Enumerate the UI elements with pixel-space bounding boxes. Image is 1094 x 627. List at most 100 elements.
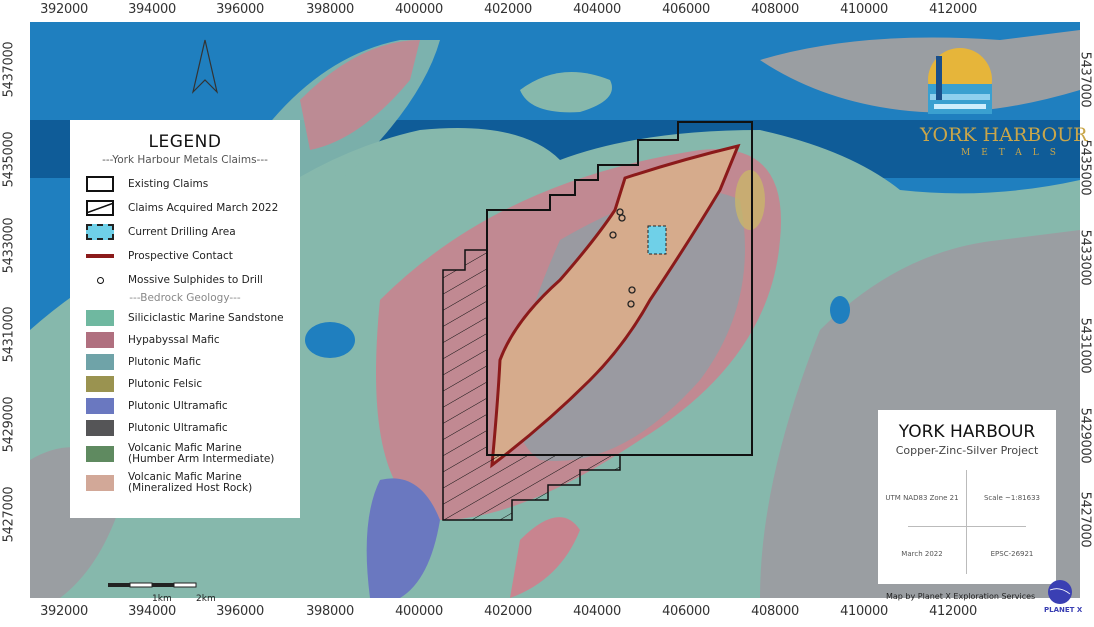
logo-name: YORK HARBOUR bbox=[920, 124, 1088, 146]
map-credit: Map by Planet X Exploration Services bbox=[886, 592, 1036, 601]
tick-e: 410000 bbox=[840, 2, 888, 17]
tick-n: 5429000 bbox=[1, 396, 17, 453]
geology-swatch bbox=[86, 474, 114, 491]
tick-n: 5437000 bbox=[1, 41, 17, 98]
drill-target bbox=[627, 300, 635, 308]
legend-label: Prospective Contact bbox=[128, 250, 233, 262]
tick-n: 5435000 bbox=[1, 131, 17, 188]
geology-swatch bbox=[86, 420, 114, 436]
legend-label: Claims Acquired March 2022 bbox=[128, 202, 279, 214]
geology-swatch bbox=[86, 310, 114, 326]
legend-label: Plutonic Felsic bbox=[128, 378, 203, 390]
legend-title: LEGEND bbox=[148, 132, 222, 152]
scale-bar bbox=[108, 582, 197, 588]
tick-e: 410000 bbox=[840, 604, 888, 619]
legend-item: Current Drilling Area bbox=[70, 220, 300, 244]
projection-text: UTM NAD83 Zone 21 bbox=[885, 494, 959, 502]
legend-item: Existing Claims bbox=[70, 172, 300, 196]
legend-item: Claims Acquired March 2022 bbox=[70, 196, 300, 220]
tick-e: 396000 bbox=[216, 604, 264, 619]
drilling-area-swatch bbox=[86, 224, 114, 240]
legend-label: Siliciclastic Marine Sandstone bbox=[128, 312, 284, 324]
legend-label-line1: Volcanic Mafic Marine bbox=[128, 470, 242, 483]
existing-claims-swatch bbox=[86, 176, 114, 192]
legend-item: Mossive Sulphides to Drill bbox=[70, 268, 300, 292]
geology-swatch bbox=[86, 354, 114, 370]
drill-target bbox=[628, 286, 636, 294]
geology-swatch bbox=[86, 332, 114, 348]
legend-item: Volcanic Mafic Marine (Mineralized Host R… bbox=[70, 468, 300, 497]
island bbox=[520, 72, 612, 113]
prospective-contact bbox=[490, 143, 741, 469]
tick-n: 5431000 bbox=[1, 306, 17, 363]
date-text: March 2022 bbox=[901, 550, 943, 558]
tick-e: 402000 bbox=[484, 2, 532, 17]
tick-e: 392000 bbox=[40, 2, 88, 17]
hypabyssal-south bbox=[510, 517, 580, 598]
legend-label: Existing Claims bbox=[128, 178, 209, 190]
project-title: YORK HARBOUR bbox=[898, 422, 1036, 442]
legend-label: Current Drilling Area bbox=[128, 226, 236, 238]
north-arrow-icon bbox=[191, 39, 219, 94]
logo-sub: METALS bbox=[961, 148, 1067, 158]
massive-sulphides-targets bbox=[609, 208, 636, 308]
plutonic-ultramafic bbox=[366, 478, 440, 598]
legend-label: Plutonic Ultramafic bbox=[128, 400, 228, 412]
grey-north bbox=[760, 30, 1080, 113]
legend-item: Plutonic Ultramafic bbox=[70, 417, 300, 439]
project-id-text: EPSC-26921 bbox=[990, 550, 1034, 558]
planet-globe-icon bbox=[1048, 580, 1072, 604]
legend-item: Plutonic Ultramafic bbox=[70, 395, 300, 417]
drill-target bbox=[609, 231, 617, 239]
legend-label-line2: (Mineralized Host Rock) bbox=[128, 481, 253, 494]
tick-e: 400000 bbox=[395, 604, 443, 619]
legend-label: Hypabyssal Mafic bbox=[128, 334, 220, 346]
lake bbox=[305, 322, 355, 358]
title-block: YORK HARBOUR Copper-Zinc-Silver Project … bbox=[878, 410, 1056, 584]
tick-e: 394000 bbox=[128, 604, 176, 619]
geology-swatch bbox=[86, 376, 114, 392]
tick-e: 406000 bbox=[662, 604, 710, 619]
plutonic-felsic bbox=[735, 170, 765, 230]
tick-n: 5433000 bbox=[1, 217, 17, 274]
legend-label: Volcanic Mafic Marine (Humber Arm Interme… bbox=[128, 442, 275, 465]
legend-item: Plutonic Mafic bbox=[70, 351, 300, 373]
project-subtitle: Copper-Zinc-Silver Project bbox=[895, 444, 1039, 457]
legend-label: Plutonic Mafic bbox=[128, 356, 202, 368]
hypabyssal-north bbox=[300, 40, 420, 150]
lake bbox=[830, 296, 850, 324]
current-drilling-area bbox=[647, 225, 667, 255]
tick-e: 402000 bbox=[484, 604, 532, 619]
lighthouse-logo-icon bbox=[928, 48, 992, 114]
scale-text: Scale ~1:81633 bbox=[983, 494, 1040, 502]
tick-e: 412000 bbox=[929, 604, 977, 619]
geology-swatch bbox=[86, 445, 114, 462]
legend-label: Mossive Sulphides to Drill bbox=[128, 274, 263, 286]
tick-e: 408000 bbox=[751, 604, 799, 619]
legend-label: Plutonic Ultramafic bbox=[128, 422, 228, 434]
legend-panel: LEGEND ---York Harbour Metals Claims--- … bbox=[70, 120, 300, 518]
planet-x-logo: PLANET X bbox=[1044, 578, 1082, 614]
scale-label-1km: 1km bbox=[152, 594, 172, 604]
tick-e: 404000 bbox=[573, 2, 621, 17]
tick-e: 404000 bbox=[573, 604, 621, 619]
scale-label-2km: 2km bbox=[196, 594, 216, 604]
divider bbox=[966, 470, 967, 574]
tick-e: 408000 bbox=[751, 2, 799, 17]
legend-label-line2: (Humber Arm Intermediate) bbox=[128, 452, 275, 465]
legend-geology-heading: ---Bedrock Geology--- bbox=[129, 292, 241, 304]
legend-item: Prospective Contact bbox=[70, 244, 300, 268]
legend-item: Volcanic Mafic Marine (Humber Arm Interme… bbox=[70, 439, 300, 468]
tick-e: 406000 bbox=[662, 2, 710, 17]
legend-item: Plutonic Felsic bbox=[70, 373, 300, 395]
tick-e: 400000 bbox=[395, 2, 443, 17]
legend-item: Siliciclastic Marine Sandstone bbox=[70, 307, 300, 329]
geology-swatch bbox=[86, 398, 114, 414]
drill-target bbox=[618, 214, 626, 222]
divider bbox=[908, 526, 1026, 527]
tick-e: 412000 bbox=[929, 2, 977, 17]
tick-e: 392000 bbox=[40, 604, 88, 619]
existing-claims bbox=[486, 121, 753, 456]
tick-n: 5427000 bbox=[1, 486, 17, 543]
tick-e: 394000 bbox=[128, 2, 176, 17]
